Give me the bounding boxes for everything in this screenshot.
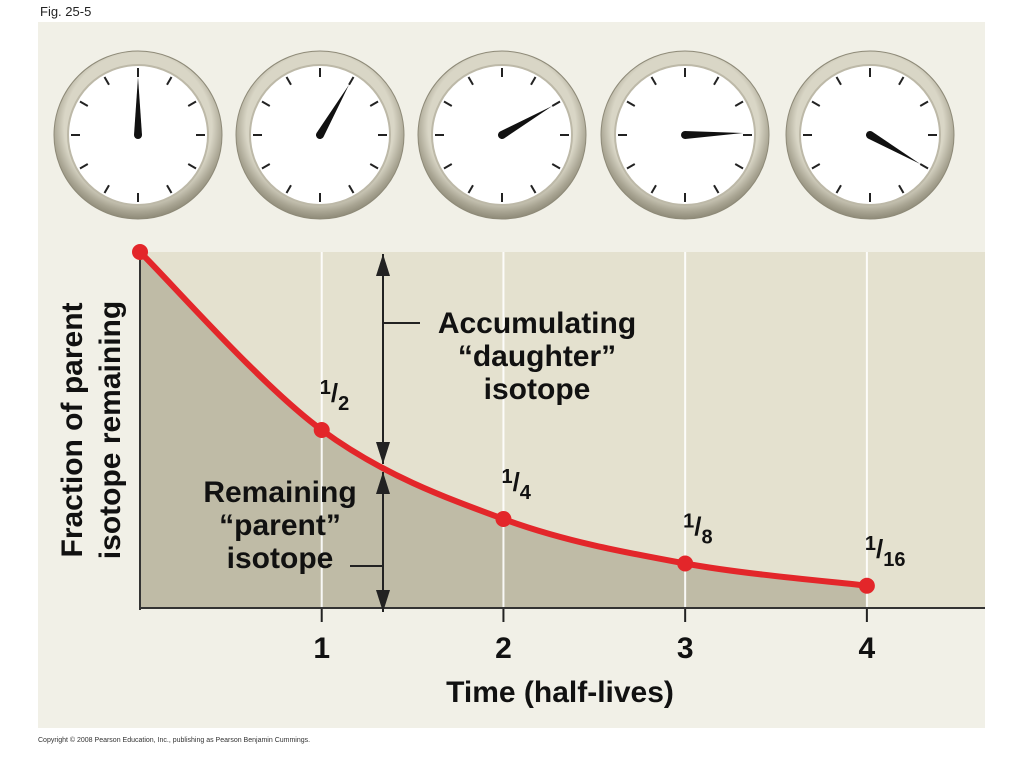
clock-hand bbox=[134, 77, 142, 139]
x-tick-label: 1 bbox=[313, 632, 330, 665]
clock-tick bbox=[348, 184, 355, 194]
clock-tick bbox=[467, 76, 474, 86]
arrow-head bbox=[376, 590, 390, 612]
x-tick-label: 3 bbox=[677, 632, 694, 665]
annotation: isotope bbox=[484, 373, 591, 406]
clock-tick bbox=[285, 76, 292, 86]
clock-tick bbox=[650, 184, 657, 194]
clock-tick bbox=[166, 184, 173, 194]
clock-tick bbox=[467, 184, 474, 194]
point bbox=[677, 555, 694, 572]
clock-tick bbox=[103, 76, 110, 86]
clock-tick bbox=[811, 100, 821, 107]
arrow-head bbox=[376, 442, 390, 464]
clock-tick bbox=[369, 163, 379, 170]
clock-tick bbox=[650, 76, 657, 86]
annotation: isotope bbox=[227, 542, 334, 575]
value-label: 1/16 bbox=[865, 533, 906, 571]
clock-tick bbox=[530, 76, 537, 86]
annotation: “parent” bbox=[219, 509, 341, 542]
clock-tick bbox=[166, 76, 173, 86]
clock-tick bbox=[187, 100, 197, 107]
arrow-head bbox=[376, 472, 390, 494]
clocks bbox=[53, 50, 955, 220]
clock-tick bbox=[369, 100, 379, 107]
clock-tick bbox=[443, 100, 453, 107]
point bbox=[495, 511, 512, 527]
clock-tick bbox=[551, 100, 561, 107]
clock-hand bbox=[866, 131, 921, 164]
value-label: 1/8 bbox=[683, 511, 712, 549]
clock-tick bbox=[898, 184, 905, 194]
clock-tick bbox=[530, 184, 537, 194]
clock-tick bbox=[103, 184, 110, 194]
value-label: 1/4 bbox=[501, 466, 531, 504]
clock-tick bbox=[285, 184, 292, 194]
point bbox=[132, 244, 148, 260]
clock-tick bbox=[348, 76, 355, 86]
clock-tick bbox=[734, 100, 744, 107]
y-axis-label: Fraction of parent bbox=[56, 302, 89, 557]
clock-tick bbox=[919, 163, 929, 170]
clock-hand bbox=[681, 131, 743, 139]
clock-tick bbox=[713, 76, 720, 86]
annotation: Remaining bbox=[203, 476, 356, 509]
clock-tick bbox=[626, 100, 636, 107]
clock-tick bbox=[713, 184, 720, 194]
arrow-head bbox=[376, 254, 390, 276]
clock-tick bbox=[551, 163, 561, 170]
clock-tick bbox=[443, 163, 453, 170]
clock-hand bbox=[498, 106, 553, 139]
figure-label: Fig. 25-5 bbox=[40, 4, 91, 19]
clock-tick bbox=[734, 163, 744, 170]
clock-hand bbox=[316, 84, 349, 139]
clock-tick bbox=[79, 100, 89, 107]
x-tick-label: 4 bbox=[859, 632, 876, 665]
clock-tick bbox=[79, 163, 89, 170]
value-label: 1/2 bbox=[320, 377, 349, 415]
copyright: Copyright © 2008 Pearson Education, Inc.… bbox=[38, 736, 310, 744]
clock-tick bbox=[261, 100, 271, 107]
clock-tick bbox=[898, 76, 905, 86]
clock-tick bbox=[835, 76, 842, 86]
plot: 1 2 3 41/21/41/8 1/16Accumulating“daughter”i… bbox=[56, 244, 985, 709]
clock-tick bbox=[626, 163, 636, 170]
y-axis-label: isotope remaining bbox=[94, 301, 127, 559]
clock-tick bbox=[261, 163, 271, 170]
clock-tick bbox=[187, 163, 197, 170]
annotation: “daughter” bbox=[458, 340, 616, 373]
clock-tick bbox=[811, 163, 821, 170]
x-axis-label: Time (half-lives) bbox=[446, 676, 674, 709]
clock-tick bbox=[919, 100, 929, 107]
point bbox=[313, 422, 330, 438]
point bbox=[858, 577, 875, 594]
x-tick-label: 2 bbox=[495, 632, 512, 665]
clock-tick bbox=[835, 184, 842, 194]
annotation: Accumulating bbox=[438, 307, 636, 340]
